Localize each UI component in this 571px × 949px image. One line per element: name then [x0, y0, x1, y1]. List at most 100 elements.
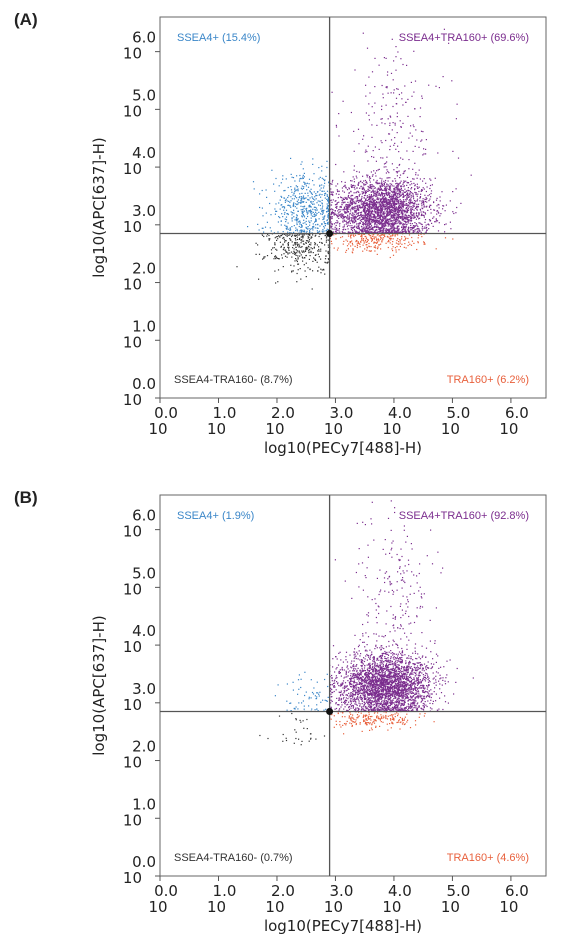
data-point — [404, 170, 406, 172]
data-point — [429, 204, 431, 206]
quadrant-label-top-right: SSEA4+TRA160+ (69.6%) — [399, 32, 529, 44]
data-point — [304, 183, 306, 185]
data-point — [287, 244, 289, 246]
data-point — [408, 168, 410, 170]
data-point — [423, 688, 426, 690]
data-point — [300, 202, 302, 204]
data-point — [418, 696, 420, 698]
data-point — [397, 183, 399, 185]
data-point — [303, 198, 305, 200]
data-point — [411, 215, 413, 217]
data-point — [375, 220, 377, 222]
data-point — [393, 169, 395, 171]
data-point — [296, 220, 298, 222]
data-point — [252, 181, 255, 183]
data-point — [398, 221, 400, 223]
data-point — [378, 168, 380, 170]
data-point — [400, 231, 402, 233]
data-point — [316, 202, 318, 204]
data-point — [307, 237, 309, 239]
data-point — [298, 245, 301, 247]
data-point — [401, 699, 403, 701]
data-point — [369, 189, 371, 191]
data-point — [312, 211, 314, 213]
data-point — [408, 232, 410, 234]
data-point — [407, 222, 409, 224]
data-point — [366, 196, 368, 198]
data-point — [435, 199, 438, 201]
data-point — [369, 208, 371, 210]
data-point — [266, 196, 268, 198]
x-tick-exponent: 5.0 — [446, 404, 470, 422]
data-point — [295, 242, 297, 244]
data-point — [366, 227, 368, 229]
data-point — [363, 191, 365, 193]
data-point — [396, 225, 398, 227]
data-point — [361, 228, 363, 230]
data-point — [320, 208, 322, 210]
data-point — [401, 671, 403, 673]
data-point — [357, 233, 359, 235]
data-point — [362, 218, 364, 220]
data-point — [396, 246, 398, 248]
data-point — [400, 58, 402, 60]
data-point — [382, 218, 384, 220]
data-point — [327, 205, 329, 207]
data-point — [399, 198, 401, 201]
data-point — [287, 213, 289, 215]
data-point — [413, 671, 415, 674]
data-point — [351, 180, 353, 182]
data-point — [340, 209, 342, 211]
data-point — [411, 206, 413, 208]
data-point — [367, 674, 369, 676]
data-point — [421, 201, 423, 203]
data-point — [403, 239, 405, 241]
x-tick-exponent: 2.0 — [271, 404, 295, 422]
data-point — [366, 176, 368, 178]
data-point — [436, 213, 438, 215]
data-point — [400, 200, 402, 202]
data-point — [303, 215, 305, 217]
data-point — [379, 222, 381, 224]
data-point — [407, 206, 409, 208]
data-point — [338, 190, 340, 192]
data-point — [419, 230, 421, 232]
data-point — [417, 187, 419, 189]
data-point — [365, 224, 367, 226]
data-point — [298, 225, 300, 228]
data-point — [422, 214, 424, 216]
data-point — [389, 192, 391, 194]
data-point — [392, 204, 394, 207]
data-point — [442, 208, 444, 210]
data-point — [422, 678, 424, 680]
data-point — [361, 193, 363, 195]
data-point — [330, 199, 332, 201]
data-point — [390, 707, 392, 709]
data-point — [366, 174, 368, 176]
data-point — [430, 192, 432, 195]
data-point — [383, 211, 385, 213]
data-point — [302, 214, 304, 216]
data-point — [381, 205, 383, 207]
data-point — [317, 227, 319, 229]
data-point — [305, 208, 307, 210]
data-point — [308, 210, 310, 212]
data-point — [414, 702, 416, 704]
data-point — [425, 148, 427, 150]
data-point — [405, 681, 407, 683]
data-point — [378, 212, 380, 214]
data-point — [408, 137, 410, 139]
data-point — [376, 669, 378, 671]
data-point — [381, 237, 383, 239]
data-point — [418, 146, 420, 148]
data-point — [426, 229, 428, 231]
data-point — [326, 190, 329, 192]
data-point — [380, 656, 383, 659]
data-point — [265, 212, 267, 214]
data-point — [379, 216, 381, 218]
data-point — [316, 209, 318, 211]
data-point — [374, 220, 377, 222]
data-point — [354, 245, 356, 247]
data-point — [372, 658, 375, 660]
data-point — [363, 195, 366, 197]
